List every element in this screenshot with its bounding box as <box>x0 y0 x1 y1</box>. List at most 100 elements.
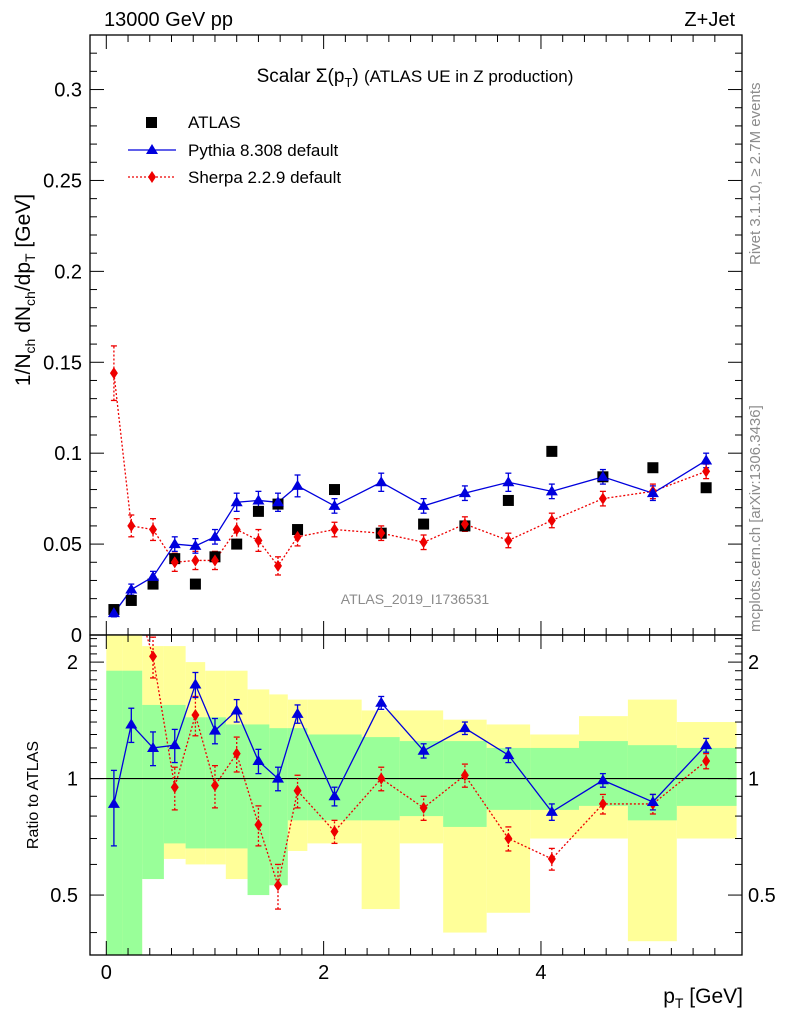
ratio-y-tick-label-right: 1 <box>748 769 759 791</box>
sherpa-ratio-point <box>210 779 219 792</box>
ratio-plot-panel: 0.5 0.5 1 1 2 2 0 2 4 Ratio to ATLAS pT [GeV] <box>25 634 776 1011</box>
sherpa-ratio-point <box>330 825 339 838</box>
y-tick-label: 0.3 <box>54 80 82 102</box>
atlas-data-point <box>546 445 558 457</box>
sherpa-point <box>127 519 136 532</box>
y-tick-label: 0 <box>71 625 82 647</box>
energy-label: 13000 GeV pp <box>104 9 233 31</box>
inner-uncertainty-band <box>307 734 362 821</box>
ratio-y-tick-label-right: 0.5 <box>748 885 776 907</box>
legend: ATLAS Pythia 8.308 default Sherpa 2.2.9 … <box>128 113 341 187</box>
sherpa-point <box>330 523 339 536</box>
y-tick-label: 0.15 <box>43 352 82 374</box>
pythia-ratio-point <box>328 790 341 801</box>
legend-sherpa-label: Sherpa 2.2.9 default <box>188 168 341 187</box>
x-tick-label: 0 <box>101 962 112 984</box>
sherpa-ratio-point <box>254 818 263 831</box>
legend-pythia-marker <box>146 144 158 154</box>
legend-atlas-label: ATLAS <box>188 113 241 132</box>
sherpa-point <box>293 530 302 543</box>
atlas-data-point <box>329 484 340 496</box>
sherpa-ratio-point <box>504 832 513 845</box>
pythia-point <box>230 496 243 507</box>
process-label: Z+Jet <box>684 9 735 31</box>
sherpa-point <box>419 536 428 549</box>
pythia-ratio-point <box>208 724 221 735</box>
pythia-point <box>700 454 713 465</box>
main-plot-series <box>107 345 713 618</box>
inner-uncertainty-band <box>185 717 206 849</box>
sherpa-point <box>170 556 179 569</box>
ratio-plot-axes: 0.5 0.5 1 1 2 2 0 2 4 <box>50 635 776 984</box>
pythia-ratio-point <box>125 718 138 729</box>
pythia-ratio-point <box>545 805 558 816</box>
sherpa-point <box>254 534 263 547</box>
ratio-y-axis-label: Ratio to ATLAS <box>25 741 42 849</box>
x-axis-label: pT [GeV] <box>663 985 743 1011</box>
sherpa-ratio-point <box>170 781 179 794</box>
pythia-ratio-point <box>230 704 243 715</box>
pythia-ratio-point <box>168 739 181 750</box>
analysis-label: ATLAS_2019_I1736531 <box>341 591 490 607</box>
pythia-point <box>291 479 304 490</box>
ratio-plot-frame <box>89 634 743 956</box>
ratio-y-tick-label-left: 0.5 <box>50 885 78 907</box>
inner-uncertainty-band <box>122 670 143 955</box>
plot-title: Scalar Σ(pT) (ATLAS UE in Z production) <box>257 66 574 90</box>
pythia-point <box>168 538 181 549</box>
main-plot-axes: 0 0.05 0.1 0.15 0.2 0.25 0.3 <box>43 34 742 647</box>
pythia-ratio-point <box>646 795 659 806</box>
inner-uncertainty-band <box>269 728 288 886</box>
pythia-ratio-point <box>596 774 609 785</box>
sherpa-ratio-point <box>702 755 711 768</box>
pythia-point <box>271 496 284 507</box>
sherpa-ratio-point <box>149 650 158 663</box>
atlas-data-point <box>189 578 201 590</box>
y-tick-label: 0.25 <box>43 170 82 192</box>
pythia-point <box>189 539 202 550</box>
pythia-ratio-point <box>147 741 160 752</box>
atlas-data-point <box>647 462 659 474</box>
sherpa-point <box>547 514 556 527</box>
sherpa-ratio-point <box>598 797 607 810</box>
atlas-data-point <box>147 578 159 590</box>
ratio-y-tick-label-left: 2 <box>67 652 78 674</box>
pythia-point <box>458 487 471 498</box>
pythia-point <box>107 607 120 618</box>
x-tick-label: 2 <box>318 962 329 984</box>
atlas-data-point <box>418 518 430 530</box>
y-axis-label: 1/Nch dNch/dpT [GeV] <box>12 194 38 386</box>
sherpa-point <box>598 492 607 505</box>
outer-uncertainty-band <box>627 699 677 942</box>
sherpa-ratio-point <box>547 852 556 865</box>
pythia-ratio-point <box>271 772 284 783</box>
inner-uncertainty-band <box>287 728 308 821</box>
pythia-ratio-point <box>291 707 304 718</box>
inner-uncertainty-band <box>443 741 487 827</box>
sherpa-ratio-point <box>419 801 428 814</box>
sherpa-point <box>210 554 219 567</box>
pythia-point <box>208 530 221 541</box>
sherpa-point <box>191 554 200 567</box>
rivet-label: Rivet 3.1.10, ≥ 2.7M events <box>747 83 764 266</box>
ratio-y-tick-label-left: 1 <box>67 769 78 791</box>
inner-uncertainty-band <box>225 724 248 849</box>
mcplots-label: mcplots.cern.ch [arXiv:1306.3436] <box>747 405 764 632</box>
pythia-ratio-point <box>700 739 713 750</box>
sherpa-ratio-point <box>293 784 302 797</box>
inner-uncertainty-band <box>163 704 186 844</box>
sherpa-ratio-point <box>460 769 469 782</box>
legend-pythia-label: Pythia 8.308 default <box>188 141 339 160</box>
y-tick-label: 0.1 <box>54 443 82 465</box>
pythia-point <box>417 499 430 510</box>
sherpa-ratio-point <box>232 747 241 760</box>
pythia-ratio-point <box>417 744 430 755</box>
pythia-ratio-point <box>107 797 120 808</box>
pythia-point <box>328 499 341 510</box>
y-tick-label: 0.2 <box>54 261 82 283</box>
sherpa-ratio-point <box>377 772 386 785</box>
pythia-point <box>596 470 609 481</box>
sherpa-point <box>273 559 282 572</box>
atlas-data-point <box>125 594 137 606</box>
